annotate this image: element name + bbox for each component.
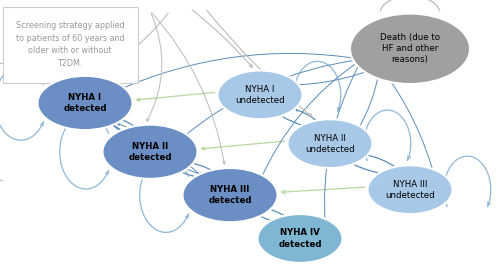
Ellipse shape — [218, 70, 302, 119]
Text: NYHA II
undetected: NYHA II undetected — [305, 134, 355, 154]
Ellipse shape — [350, 14, 470, 84]
Ellipse shape — [288, 119, 372, 168]
Ellipse shape — [102, 125, 198, 179]
Text: NYHA I
detected: NYHA I detected — [63, 93, 107, 113]
Text: NYHA II
detected: NYHA II detected — [128, 142, 172, 162]
Text: Screening strategy applied
to patients of 60 years and
older with or without
T2D: Screening strategy applied to patients o… — [16, 21, 124, 68]
Ellipse shape — [258, 214, 342, 263]
Ellipse shape — [182, 168, 278, 222]
Text: NYHA III
undetected: NYHA III undetected — [385, 180, 435, 200]
Text: Death (due to
HF and other
reasons): Death (due to HF and other reasons) — [380, 33, 440, 64]
Text: NYHA III
detected: NYHA III detected — [208, 185, 252, 205]
Text: NYHA I
undetected: NYHA I undetected — [235, 85, 285, 105]
Ellipse shape — [368, 165, 452, 214]
FancyBboxPatch shape — [2, 7, 138, 83]
Ellipse shape — [38, 76, 132, 130]
Text: NYHA IV
detected: NYHA IV detected — [278, 228, 322, 249]
